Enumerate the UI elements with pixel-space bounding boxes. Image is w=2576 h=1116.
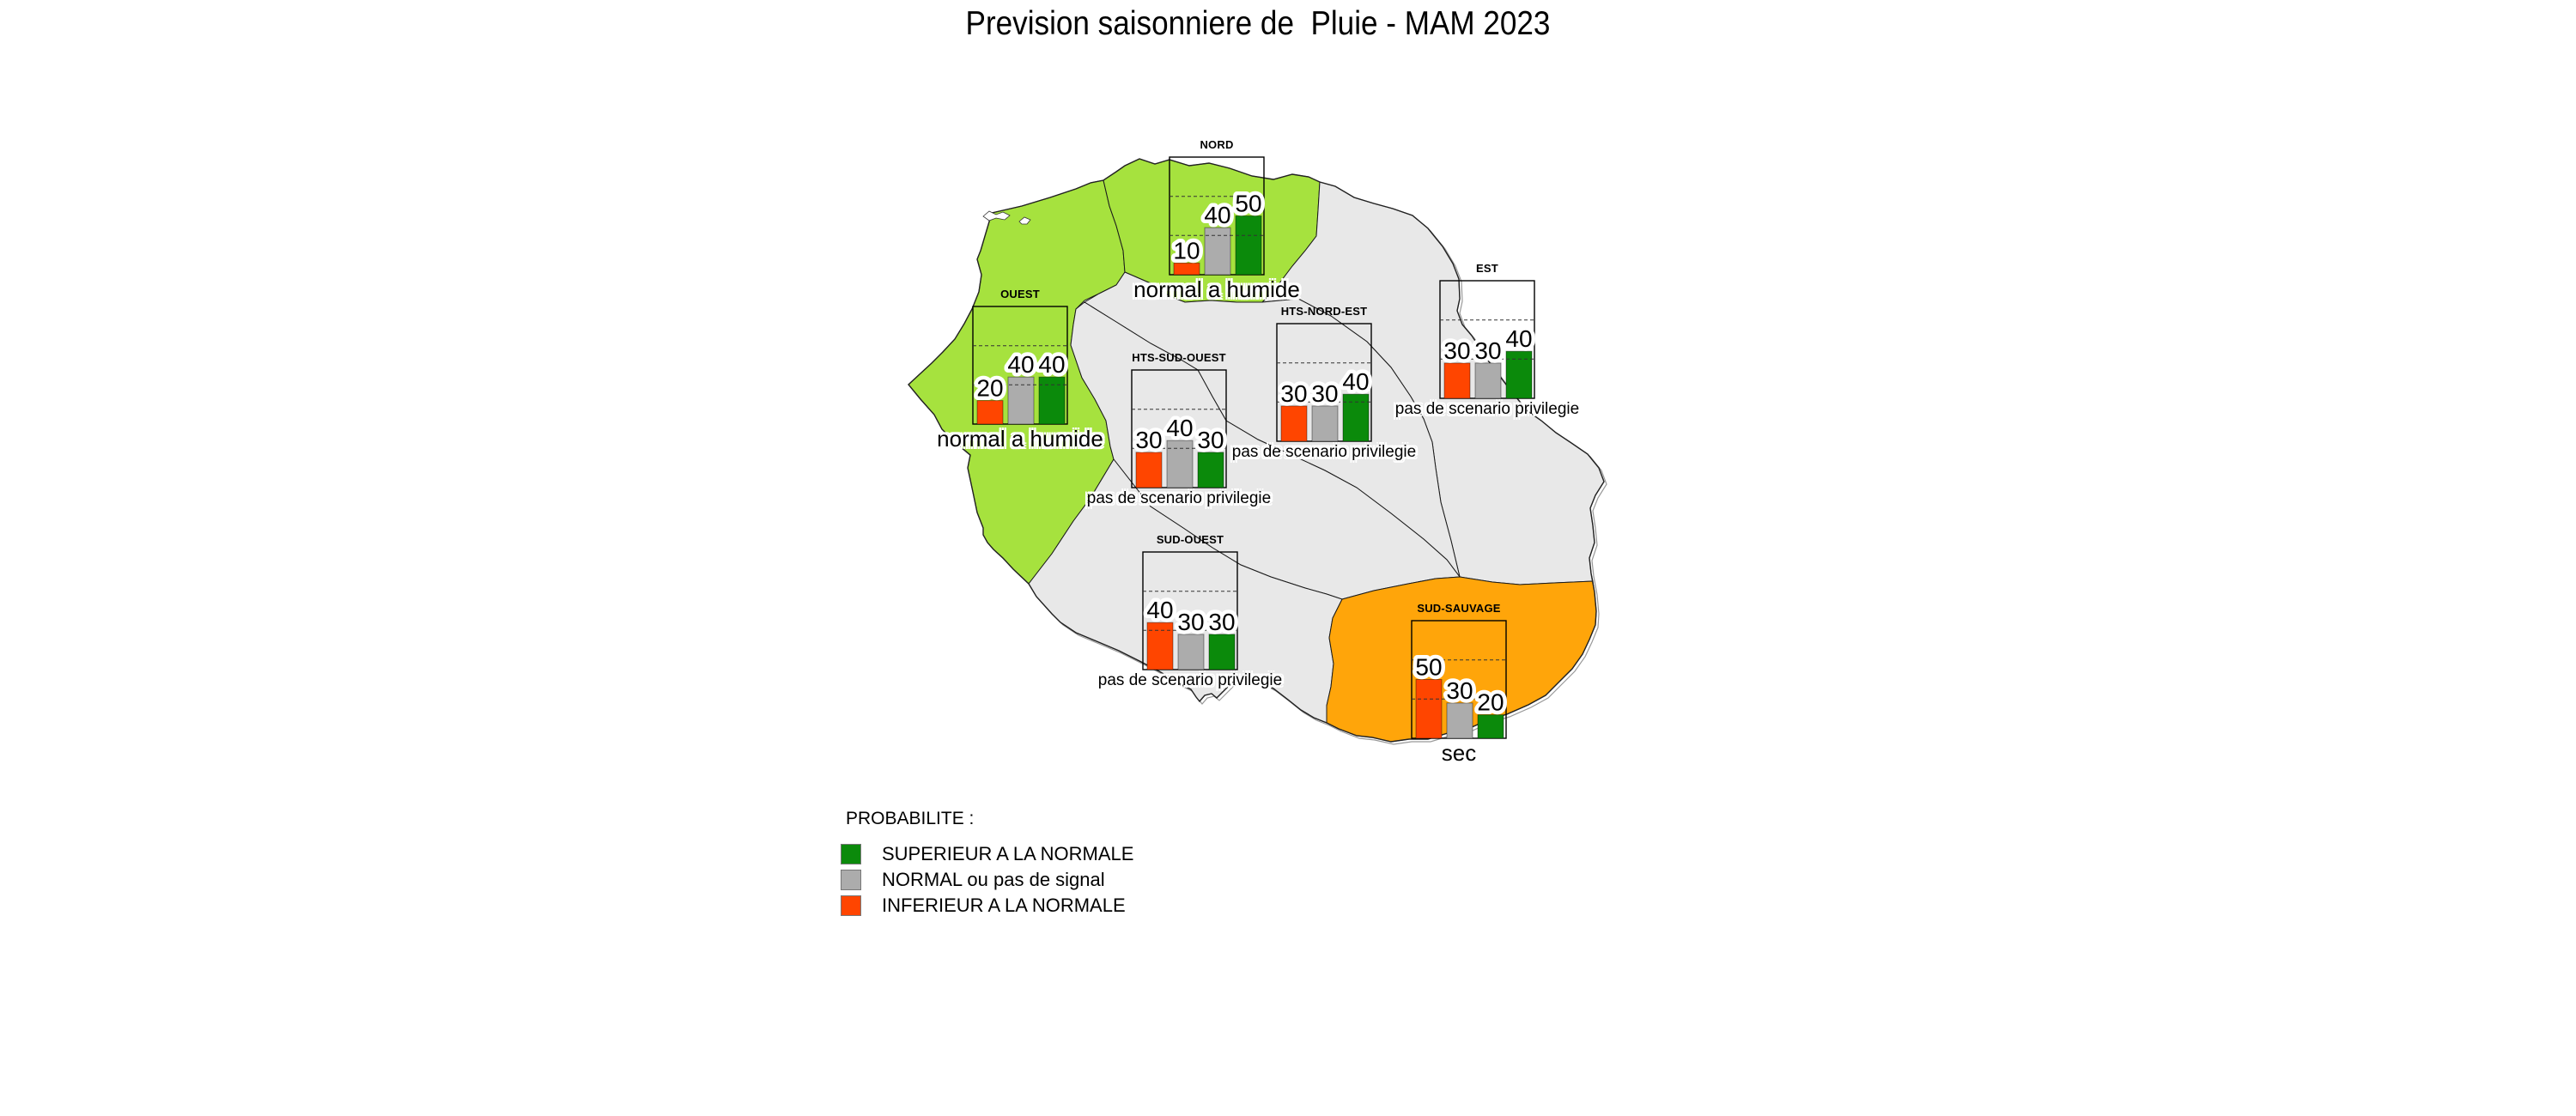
page-title: Prevision saisonniere de Pluie - MAM 202…: [965, 5, 1551, 42]
bar-normal: [1474, 362, 1502, 399]
bar-inferieur: [976, 400, 1004, 425]
bar-superieur: [1208, 634, 1236, 670]
region-bar-chart: 30 30 40: [1439, 280, 1536, 399]
region-bar-chart: 30 40 30: [1131, 369, 1228, 488]
bar-value-superieur: 30: [1197, 427, 1224, 453]
bar-normal: [1177, 634, 1205, 670]
bar-value-normal: 30: [1474, 337, 1501, 364]
region-status: normal a humide: [937, 426, 1103, 452]
bar-value-normal: 30: [1446, 677, 1473, 704]
bar-value-superieur: 40: [1505, 325, 1532, 352]
bar-superieur: [1038, 376, 1066, 425]
bar-superieur: [1505, 350, 1533, 399]
legend-item-inferieur: INFERIEUR A LA NORMALE: [841, 895, 1133, 916]
bar-inferieur: [1443, 362, 1471, 399]
bar-value-inferieur: 30: [1280, 380, 1307, 407]
coast-islet-shape: [1018, 216, 1031, 225]
bar-normal: [1446, 702, 1473, 739]
bar-value-normal: 40: [1166, 415, 1193, 441]
region-status: pas de scenario privilegie: [1231, 443, 1417, 461]
bar-superieur: [1477, 714, 1504, 739]
bar-value-inferieur: 40: [1146, 597, 1173, 623]
region-label: NORD: [1200, 138, 1234, 151]
region-chart-sud-ouest: SUD-OUEST 40 30 30 pas de scenario privile…: [1098, 533, 1282, 735]
region-chart-hts-nord-est: HTS-NORD-EST 30 30 40 pas de scenario priv…: [1232, 305, 1416, 506]
region-status: pas de scenario privilegie: [1394, 400, 1580, 418]
bar-inferieur: [1280, 405, 1308, 442]
bar-value-superieur: 50: [1235, 191, 1261, 217]
region-label: EST: [1476, 262, 1498, 275]
legend-item-superieur: SUPERIEUR A LA NORMALE: [841, 843, 1134, 864]
bar-value-inferieur: 50: [1415, 654, 1442, 681]
bar-normal: [1311, 405, 1339, 442]
superieur-swatch-icon: [841, 844, 861, 864]
bar-inferieur: [1146, 622, 1174, 670]
bar-normal: [1204, 227, 1231, 276]
region-chart-hts-sud-ouest: HTS-SUD-OUEST 30 40 30 pas de scenario pri…: [1087, 351, 1271, 553]
region-bar-chart: 30 30 40: [1276, 323, 1373, 442]
normal-swatch-icon: [841, 870, 861, 890]
bar-value-superieur: 20: [1477, 689, 1504, 716]
bar-value-normal: 40: [1204, 202, 1230, 228]
region-chart-est: EST 30 30 40 pas de scenario privilegie: [1395, 262, 1579, 464]
region-label: HTS-NORD-EST: [1280, 305, 1368, 318]
reunion-island-map: [908, 158, 1607, 745]
legend: PROBABILITE : SUPERIEUR A LA NORMALE NOR…: [841, 809, 1133, 921]
bar-inferieur: [1173, 262, 1200, 276]
port-promontory-shape: [982, 210, 1011, 221]
legend-item-label: INFERIEUR A LA NORMALE: [882, 895, 1126, 916]
region-bar-chart: 40 30 30: [1142, 551, 1239, 670]
bar-value-inferieur: 10: [1173, 237, 1200, 264]
bar-value-normal: 30: [1311, 380, 1338, 407]
bar-superieur: [1235, 215, 1262, 276]
bar-value-inferieur: 30: [1135, 427, 1162, 453]
bar-value-superieur: 40: [1342, 368, 1369, 395]
region-label: SUD-OUEST: [1156, 533, 1224, 546]
region-status: pas de scenario privilegie: [1086, 489, 1272, 507]
bar-value-inferieur: 20: [976, 375, 1003, 402]
bar-inferieur: [1415, 679, 1443, 739]
region-chart-ouest: OUEST 20 40 40 normal a humide: [934, 288, 1106, 489]
bar-inferieur: [1135, 452, 1163, 488]
bar-value-normal: 30: [1177, 609, 1204, 635]
inferieur-swatch-icon: [841, 895, 861, 916]
bar-normal: [1007, 376, 1035, 425]
legend-item-label: NORMAL ou pas de signal: [882, 869, 1105, 890]
region-label: HTS-SUD-OUEST: [1132, 351, 1226, 364]
bar-value-normal: 40: [1007, 351, 1034, 378]
region-chart-nord: NORD 10 40 50 normal a humide: [1131, 138, 1303, 340]
bar-superieur: [1197, 452, 1224, 488]
region-status: pas de scenario privilegie: [1097, 671, 1283, 689]
bar-value-superieur: 30: [1208, 609, 1235, 635]
region-status: sec: [1441, 740, 1477, 766]
region-label: OUEST: [1000, 288, 1040, 300]
region-chart-sud-sauvage: SUD-SAUVAGE 50 30 20 sec: [1373, 602, 1545, 804]
region-label: SUD-SAUVAGE: [1417, 602, 1501, 615]
bar-value-superieur: 40: [1038, 351, 1065, 378]
legend-title: PROBABILITE :: [846, 809, 975, 828]
legend-item-normal: NORMAL ou pas de signal: [841, 869, 1133, 890]
region-status: normal a humide: [1133, 276, 1300, 302]
bar-value-inferieur: 30: [1443, 337, 1470, 364]
legend-item-label: SUPERIEUR A LA NORMALE: [882, 843, 1134, 864]
